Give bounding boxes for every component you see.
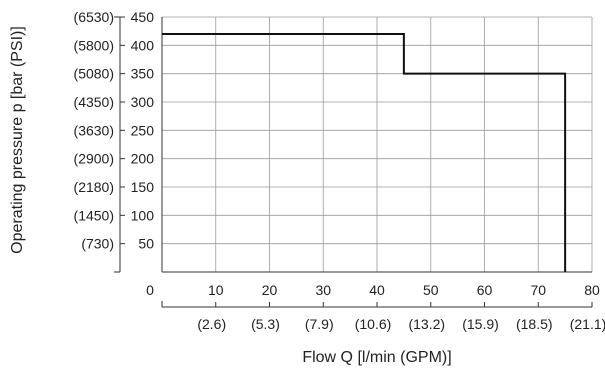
y-tick-label: 350 [131,66,155,82]
x-tick-label-gpm: (10.6) [355,316,392,332]
x-tick-label: 30 [315,282,331,298]
y-tick-label-psi: (2180) [74,179,114,195]
x-tick-label: 50 [423,282,439,298]
y-tick-label: 450 [131,9,155,25]
y-tick-label-psi: (4350) [74,94,114,110]
y-tick-label-psi: (1450) [74,207,114,223]
x-tick-label-gpm: (2.6) [197,316,226,332]
x-tick-label-gpm: (13.2) [408,316,445,332]
y-tick-label-psi: (5080) [74,66,114,82]
x-tick-label: 20 [262,282,278,298]
y-axis-label: Operating pressure p [bar (PSI)] [9,26,26,254]
y-tick-label: 250 [131,122,155,138]
y-tick-label-psi: (3630) [74,122,114,138]
chart-series [162,33,567,272]
y-tick-label: 50 [138,236,154,252]
pressure-limit-line [162,33,567,272]
x-tick-label: 70 [530,282,546,298]
y-tick-label-psi: (6530) [74,9,114,25]
x-tick-label-gpm: (15.9) [462,316,499,332]
x-tick-label-gpm: (21.1) [570,316,605,332]
x-tick-label-gpm: (5.3) [251,316,280,332]
x-axis-label: Flow Q [l/min (GPM)] [302,349,451,366]
x-tick-label-gpm: (18.5) [516,316,553,332]
chart-axes [114,16,593,308]
y-tick-label: 300 [131,94,155,110]
x-tick-label-gpm: (7.9) [305,316,334,332]
x-tick-label: 80 [584,282,600,298]
y-tick-label: 150 [131,179,155,195]
y-tick-label-psi: (730) [81,236,114,252]
x-tick-label: 0 [146,282,154,298]
y-tick-label-psi: (2900) [74,151,114,167]
y-tick-label-psi: (5800) [74,37,114,53]
y-tick-label: 400 [131,37,155,53]
x-tick-label: 40 [369,282,385,298]
y-tick-label: 100 [131,207,155,223]
chart-grid [162,16,593,272]
x-tick-label: 10 [208,282,224,298]
chart-tick-labels: 50(730)100(1450)150(2180)200(2900)250(36… [74,9,605,332]
y-tick-label: 200 [131,151,155,167]
x-tick-label: 60 [477,282,493,298]
